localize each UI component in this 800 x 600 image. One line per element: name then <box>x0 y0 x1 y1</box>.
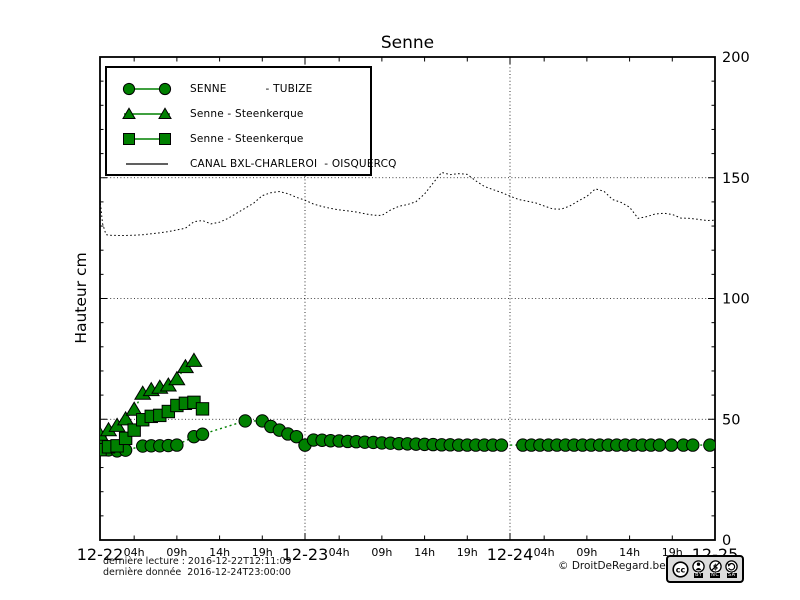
x-minor-tick-label: 04h <box>534 546 555 559</box>
x-minor-tick-label: 09h <box>576 546 597 559</box>
copyright-text: © DroitDeRegard.be <box>558 560 666 572</box>
nc-icon: $ NC <box>709 560 722 579</box>
legend-label: Senne - Steenkerque <box>190 107 304 120</box>
legend-label: SENNE - TUBIZE <box>190 82 313 95</box>
x-minor-tick-label: 19h <box>457 546 478 559</box>
x-minor-tick-label: 14h <box>209 546 230 559</box>
plain-line-icon <box>126 162 168 165</box>
legend-row-steenkerque-triangle: Senne - Steenkerque <box>107 101 370 126</box>
x-minor-tick-label: 14h <box>414 546 435 559</box>
legend-label: Senne - Steenkerque <box>190 132 304 145</box>
y-tick-label: 50 <box>722 412 740 428</box>
chart-title: Senne <box>380 33 435 53</box>
x-minor-tick-label: 14h <box>619 546 640 559</box>
legend: SENNE - TUBIZE Senne - Steenkerque Senne… <box>105 66 396 176</box>
series-3 <box>100 171 715 236</box>
x-minor-tick-label: 04h <box>329 546 350 559</box>
x-minor-tick-label: 19h <box>252 546 273 559</box>
x-major-tick-label: 12-23 <box>282 545 329 564</box>
legend-row-canal: CANAL BXL-CHARLEROI - OISQUERCQ <box>107 151 396 176</box>
derniere-donnee: dernière donnée 2016-12-24T23:00:00 <box>103 566 291 578</box>
square-marker-line-icon <box>123 132 171 145</box>
legend-label: CANAL BXL-CHARLEROI - OISQUERCQ <box>190 157 397 170</box>
y-tick-label: 150 <box>722 171 750 187</box>
y-axis-label: Hauteur cm <box>72 252 90 344</box>
y-tick-label: 0 <box>722 533 731 549</box>
x-minor-tick-label: 09h <box>371 546 392 559</box>
series-1 <box>100 352 203 441</box>
series-0 <box>100 414 715 458</box>
cc-license-badge: cc BY $ NC SA <box>666 555 744 583</box>
triangle-marker-line-icon <box>122 106 172 119</box>
legend-row-tubize: SENNE - TUBIZE <box>107 76 370 101</box>
derniere-lecture: dernière lecture : 2016-12-22T12:11:09 <box>103 556 292 567</box>
plot-frame <box>99 56 716 541</box>
last-reading-info: dernière lecture : 2016-12-22T12:11:09 d… <box>103 556 292 578</box>
y-tick-label: 200 <box>722 50 750 66</box>
svg-text:cc: cc <box>676 565 686 574</box>
cc-icon: cc <box>672 560 689 578</box>
x-minor-tick-label: 04h <box>124 546 145 559</box>
x-major-tick-label: 12-24 <box>487 545 534 564</box>
gridlines <box>100 57 715 540</box>
by-icon: BY <box>692 560 705 579</box>
x-major-tick-label: 12-22 <box>77 545 124 564</box>
series-2 <box>100 395 210 457</box>
legend-row-steenkerque-square: Senne - Steenkerque <box>107 126 370 151</box>
sa-icon: SA <box>725 560 738 579</box>
y-tick-label: 100 <box>722 292 750 308</box>
x-minor-tick-label: 09h <box>166 546 187 559</box>
circle-marker-line-icon <box>122 82 172 95</box>
